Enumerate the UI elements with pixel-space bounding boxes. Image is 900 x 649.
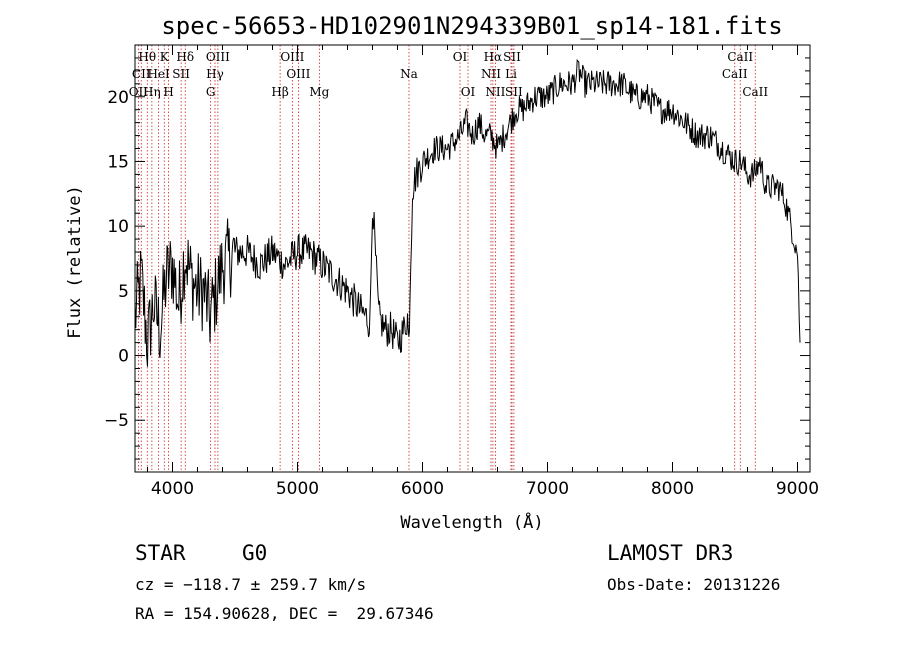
y-tick-label: 10 (107, 217, 129, 237)
spectral-line-label: CaII (727, 50, 753, 64)
y-tick-label: 20 (107, 88, 129, 108)
x-tick-label: 4000 (151, 479, 194, 499)
coordinates: RA = 154.90628, DEC = 29.67346 (135, 604, 434, 623)
x-axis: 4000 5000 6000 7000 8000 9000 (147, 45, 819, 499)
spectral-line-label: OIII (280, 50, 304, 64)
spectral-line-label: CaII (742, 85, 768, 99)
spectral-line-label: Hη (143, 85, 161, 99)
y-axis-label: Flux (relative) (65, 185, 85, 339)
observation-date: Obs-Date: 20131226 (607, 575, 781, 594)
spectral-line-label: SII (505, 85, 523, 99)
x-axis-label: Wavelength (Å) (400, 511, 543, 533)
spectral-line-label: OI (461, 85, 476, 99)
spectral-line-label: NII (481, 67, 501, 81)
y-axis: −5 0 5 10 15 20 (104, 44, 810, 473)
x-tick-label: 6000 (401, 479, 444, 499)
spectral-line-label: OII (129, 85, 149, 99)
spectral-line-label: Mg (309, 85, 329, 99)
y-tick-label: 0 (118, 347, 129, 367)
spectral-line-label: Na (400, 67, 418, 81)
redshift-cz: cz = −118.7 ± 259.7 km/s (135, 575, 367, 594)
spectral-line-label: Hδ (176, 50, 194, 64)
spectral-line-label: Hθ (138, 50, 156, 64)
spectral-line-label: Hβ (271, 85, 288, 99)
spectral-line-markers (137, 45, 756, 472)
x-tick-label: 7000 (526, 479, 569, 499)
spectral-line-label: G (206, 85, 216, 99)
spectral-line-label: K (160, 50, 170, 64)
x-tick-label: 9000 (776, 479, 819, 499)
spectral-line-label: NII (485, 85, 505, 99)
x-tick-label: 5000 (276, 479, 319, 499)
object-subclass: G0 (242, 541, 268, 565)
spectral-line-label: Li (505, 67, 517, 81)
y-tick-label: 5 (118, 282, 129, 302)
spectral-line-label: Hγ (206, 67, 224, 81)
spectral-line-label: CaII (722, 67, 748, 81)
spectral-line-label: Hα (484, 50, 503, 64)
spectral-line-label: SII (503, 50, 521, 64)
spectral-line-label: OI (453, 50, 468, 64)
spectral-line-label: H (163, 85, 173, 99)
y-tick-label: 15 (107, 152, 129, 172)
y-tick-label: −5 (104, 411, 129, 431)
plot-frame (134, 44, 811, 473)
spectrum-series (134, 58, 801, 367)
spectral-line-label: OIII (286, 67, 310, 81)
spectral-line-label: SII (172, 67, 190, 81)
spectral-line-label: HeI (147, 67, 170, 81)
x-tick-label: 8000 (651, 479, 694, 499)
survey-name: LAMOST DR3 (607, 541, 734, 565)
spectrum-line (134, 58, 801, 367)
spectral-line-label: OIII (206, 50, 230, 64)
chart-title: spec-56653-HD102901N294339B01_sp14-181.f… (161, 12, 782, 40)
object-class: STAR (135, 541, 186, 565)
